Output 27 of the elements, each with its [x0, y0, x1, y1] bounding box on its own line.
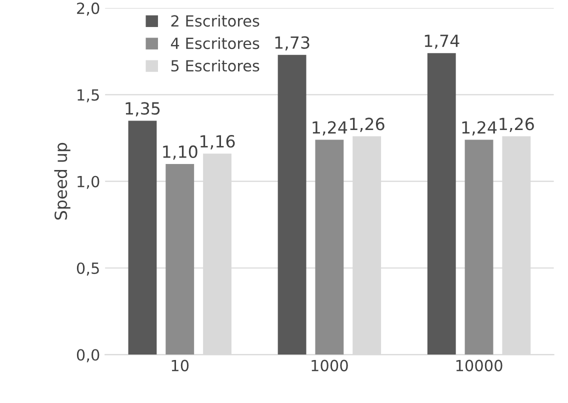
- data-label: 1,24: [312, 121, 348, 136]
- data-label: 1,74: [424, 34, 460, 49]
- bar: [128, 120, 157, 355]
- data-label: 1,73: [275, 36, 310, 51]
- data-label: 1,26: [500, 118, 534, 132]
- bar: [427, 53, 456, 355]
- bar: [278, 54, 306, 355]
- data-label: 1,24: [462, 121, 497, 136]
- y-axis-title: Speed up: [54, 142, 70, 220]
- data-label: 1,26: [350, 118, 384, 132]
- y-tick-label: 0,5: [76, 262, 99, 276]
- legend-label: 4 Escritores: [170, 37, 260, 50]
- y-tick-label: 2,0: [77, 2, 100, 16]
- bar: [315, 140, 344, 355]
- x-tick-label: 10: [172, 360, 189, 372]
- legend-label: 2 Escritores: [171, 14, 260, 27]
- data-label: 1,10: [163, 145, 198, 160]
- data-label: 1,16: [200, 135, 235, 150]
- data-label: 1,35: [126, 102, 160, 116]
- x-tick-label: 1000: [312, 360, 348, 372]
- x-tick-label: 10000: [456, 360, 502, 372]
- legend-label: 5 Escritores: [171, 60, 260, 72]
- bar: [166, 164, 194, 355]
- y-tick-label: 0,0: [76, 349, 100, 362]
- y-tick-label: 1,0: [78, 176, 100, 189]
- bar: [464, 140, 494, 355]
- y-tick-label: 1,5: [78, 89, 99, 102]
